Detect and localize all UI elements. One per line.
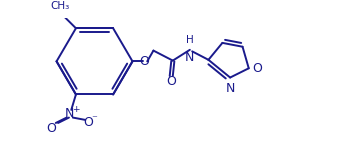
Text: N: N [65,107,74,120]
Text: ⁻: ⁻ [91,114,97,124]
Text: N: N [226,82,235,95]
Text: N: N [185,51,195,64]
Text: H: H [186,35,194,45]
Text: +: + [72,105,80,114]
Text: O: O [166,75,176,88]
Text: O: O [46,122,56,135]
Text: O: O [139,55,149,68]
Text: CH₃: CH₃ [51,1,70,11]
Text: O: O [83,116,93,130]
Text: O: O [253,62,262,75]
